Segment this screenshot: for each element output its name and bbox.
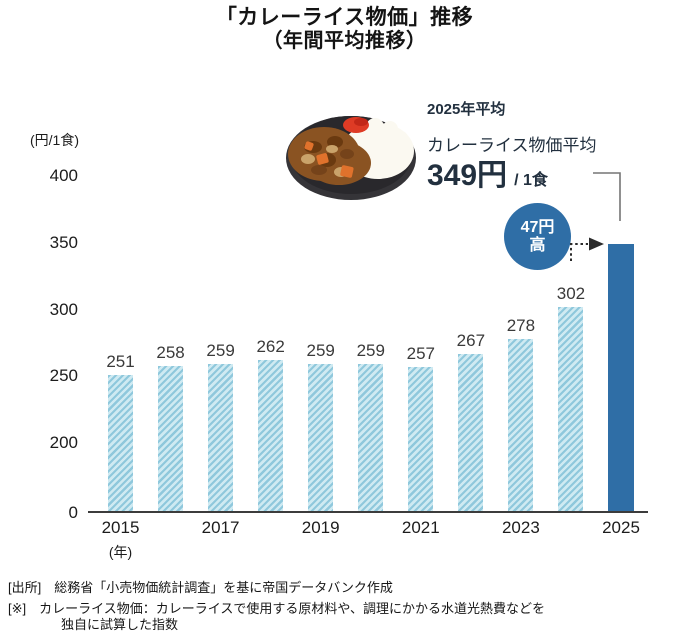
bar [408,367,434,513]
x-axis-tick-label: 2019 [301,518,340,537]
annotation-price: 349円 / 1食 [427,150,548,194]
annotation-metric-label: カレーライス物価平均 [427,136,597,155]
footer-source: [出所] 総務省「小売物価統計調査」を基に帝国データバンク作成 [8,580,393,595]
bar-2025-highlight [608,244,634,513]
bar-value-label: 278 [506,316,536,335]
annotation-year-label: 2025年平均 [427,101,506,118]
y-axis-unit-label: (円/1食) [30,132,79,148]
badge-suffix: 高 [529,236,546,254]
y-axis-tick-label: 0 [68,503,78,522]
x-axis-tick-label: 2023 [501,518,540,537]
bar [458,353,484,513]
y-axis-tick-label: 400 [49,166,78,186]
x-axis-tick-label: 2025 [602,518,640,537]
y-axis-tick-label: 300 [49,299,78,319]
x-axis-tick-label: 2017 [201,518,240,537]
page-title: 「カレーライス物価」推移 （年間平均推移） [0,6,689,53]
footer-note-line2: 独自に試算した指数 [61,617,179,632]
bar [358,364,384,513]
x-axis-tick-label: 2021 [401,518,440,537]
bar [158,365,184,513]
bar-value-label: 259 [356,341,385,361]
price-increase-badge: 47円 高 [504,203,571,270]
x-axis-line [88,511,648,513]
bar-value-label: 257 [406,344,435,363]
bar-value-label: 267 [456,330,486,350]
y-axis-tick-label: 200 [49,433,78,452]
bar-value-label: 259 [306,341,335,361]
title-line2: （年間平均推移） [262,30,427,53]
bar [558,307,584,513]
footer-note-line1: [※] カレーライス物価：カレーライスで使用する原材料や、調理にかかる水道光熱費… [8,601,545,616]
curry-rice-icon [286,116,416,200]
bar-value-label: 302 [556,284,586,303]
bar-value-label: 251 [106,352,135,371]
annotation-price-unit: / 1食 [514,172,548,189]
bar-value-label: 262 [256,337,285,357]
y-axis-tick-label: 350 [49,233,78,252]
bar-value-label: 258 [156,342,185,362]
title-line1: 「カレーライス物価」推移 [215,6,474,29]
bar [508,339,534,513]
bar [308,364,334,513]
annotation-price-value: 349円 [427,159,508,192]
x-axis-unit-label: (年) [108,544,133,560]
bar [108,375,133,513]
bar [208,364,234,513]
bar [258,360,284,513]
y-axis-tick-label: 250 [49,366,78,386]
x-axis-tick-label: 2015 [101,518,140,537]
bar-value-label: 259 [206,341,235,361]
badge-amount: 47円 [520,218,555,236]
